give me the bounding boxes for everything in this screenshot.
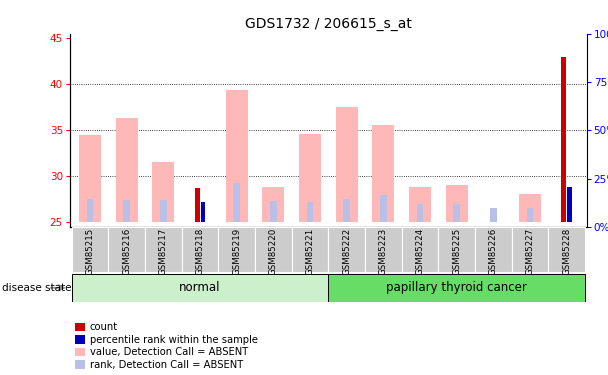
Bar [328, 274, 585, 302]
Text: GSM85227: GSM85227 [525, 228, 534, 276]
Bar [226, 90, 247, 222]
Text: GSM85218: GSM85218 [196, 228, 204, 276]
Text: GSM85226: GSM85226 [489, 228, 498, 276]
Bar [123, 200, 130, 222]
Bar [116, 118, 138, 222]
Bar [270, 201, 277, 222]
Bar [160, 200, 167, 222]
Bar [336, 107, 358, 222]
Bar [306, 202, 313, 222]
Bar [438, 227, 475, 272]
Bar [380, 195, 387, 222]
Bar [72, 227, 108, 272]
Text: GSM85216: GSM85216 [122, 228, 131, 276]
Text: normal: normal [179, 281, 221, 294]
Bar [145, 227, 182, 272]
Bar [108, 227, 145, 272]
Text: GSM85220: GSM85220 [269, 228, 278, 276]
Title: GDS1732 / 206615_s_at: GDS1732 / 206615_s_at [245, 17, 412, 32]
Text: papillary thyroid cancer: papillary thyroid cancer [386, 281, 527, 294]
Bar [454, 204, 460, 222]
Bar [201, 202, 206, 222]
Bar [153, 162, 174, 222]
Bar [218, 227, 255, 272]
Legend: count, percentile rank within the sample, value, Detection Call = ABSENT, rank, : count, percentile rank within the sample… [75, 322, 258, 370]
Bar [490, 209, 497, 222]
Text: GSM85219: GSM85219 [232, 228, 241, 275]
Text: GSM85217: GSM85217 [159, 228, 168, 276]
Bar [344, 199, 350, 222]
Bar [409, 188, 431, 222]
Bar [527, 208, 533, 222]
Text: GSM85228: GSM85228 [562, 228, 571, 276]
Bar [87, 199, 94, 222]
Bar [292, 227, 328, 272]
Bar [255, 227, 292, 272]
Bar [365, 227, 402, 272]
Bar [548, 227, 585, 272]
Bar [511, 227, 548, 272]
Bar [195, 188, 199, 222]
Bar [299, 134, 321, 222]
Text: disease state: disease state [2, 283, 71, 293]
Bar [519, 194, 541, 222]
Text: GSM85223: GSM85223 [379, 228, 388, 276]
Bar [446, 186, 468, 222]
Text: GSM85222: GSM85222 [342, 228, 351, 276]
Bar [182, 227, 218, 272]
Bar [328, 227, 365, 272]
Bar [567, 188, 572, 222]
Bar [79, 135, 101, 222]
Bar [233, 183, 240, 222]
Text: GSM85221: GSM85221 [305, 228, 314, 276]
Bar [402, 227, 438, 272]
Bar [262, 188, 285, 222]
Text: GSM85225: GSM85225 [452, 228, 461, 276]
Text: GSM85215: GSM85215 [86, 228, 95, 276]
Bar [416, 204, 423, 222]
Text: GSM85224: GSM85224 [415, 228, 424, 276]
Bar [372, 125, 395, 222]
Bar [72, 274, 328, 302]
Bar [475, 227, 511, 272]
Bar [561, 57, 566, 222]
